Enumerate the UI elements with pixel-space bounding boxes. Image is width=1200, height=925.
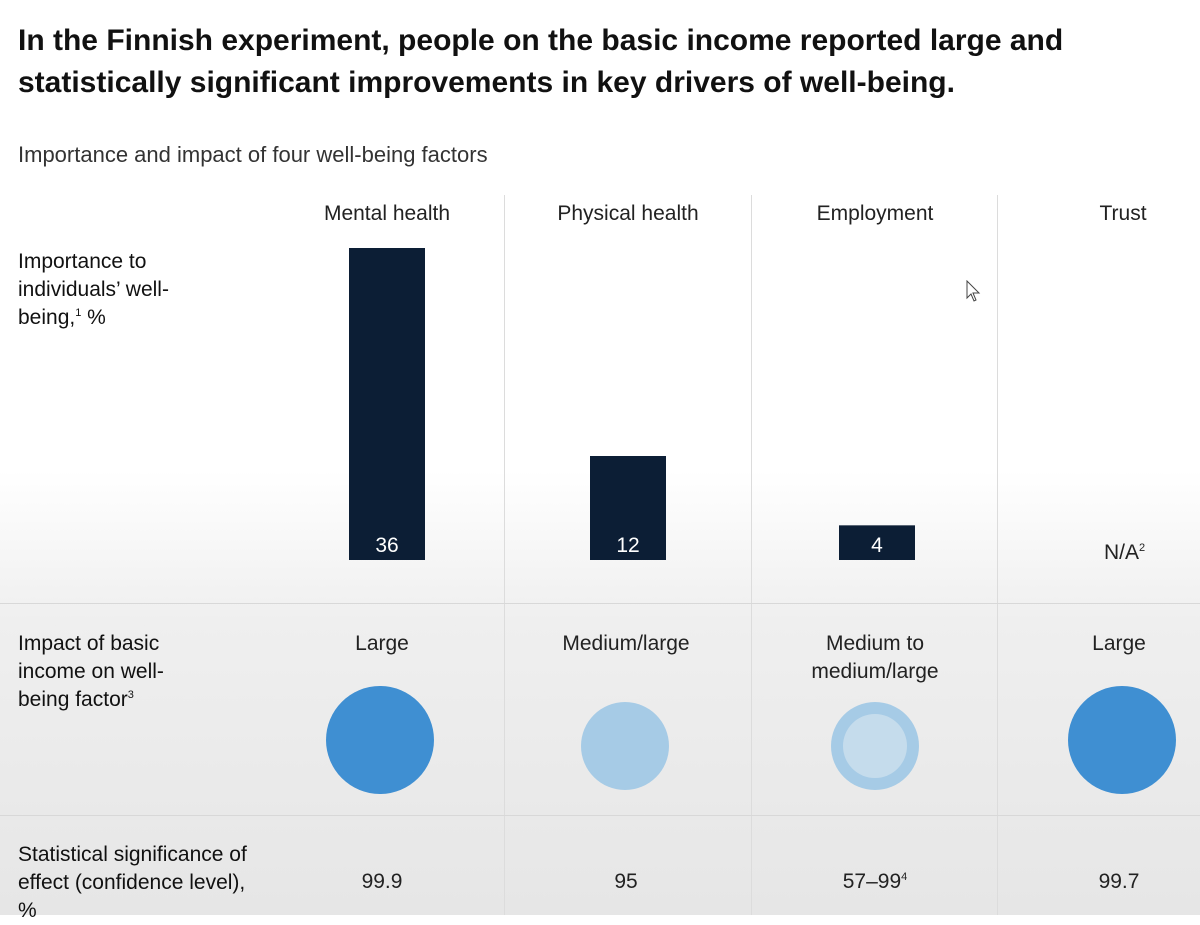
impact-circle-physical-health [581,702,669,790]
mouse-cursor-icon [966,280,981,302]
significance-employment: 57–994 [842,870,908,893]
column-divider [997,195,998,915]
impact-circle-employment-inner [843,714,907,778]
bar-employment [839,525,915,560]
impact-label-trust: Large [1092,632,1146,655]
chart-subtitle: Importance and impact of four well-being… [18,142,488,167]
column-divider [751,195,752,915]
row-divider [0,815,1200,816]
row-label-significance: Statistical significance of effect (conf… [18,843,247,922]
page-title: In the Finnish experiment, people on the… [18,24,1064,99]
significance-physical-health: 95 [614,870,638,893]
col-header-physical-health: Physical health [557,202,699,225]
bar-value-label-employment: 4 [871,534,883,557]
impact-circle-mental-health [326,686,434,794]
bar-physical-health [590,456,666,560]
bar-mental-health [349,248,425,560]
impact-label-mental-health: Large [355,632,409,655]
significance-mental-health: 99.9 [361,870,403,893]
row-label-impact: Impact of basic income on well-being fac… [18,632,164,711]
trust-na-label: N/A2 [1104,541,1146,564]
impact-label-physical-health: Medium/large [562,632,690,655]
impact-circle-trust [1068,686,1176,794]
col-header-employment: Employment [816,202,934,225]
bar-value-label-mental-health: 36 [375,534,398,557]
col-header-mental-health: Mental health [323,202,451,225]
col-header-trust: Trust [1099,202,1147,225]
bar-value-label-physical-health: 12 [616,534,639,557]
significance-trust: 99.7 [1098,870,1140,893]
impact-label-employment: Medium to medium/large [811,632,939,683]
row-divider [0,603,1200,604]
column-divider [504,195,505,915]
row-label-importance: Importance to individuals’ well-being,1 … [18,250,169,329]
